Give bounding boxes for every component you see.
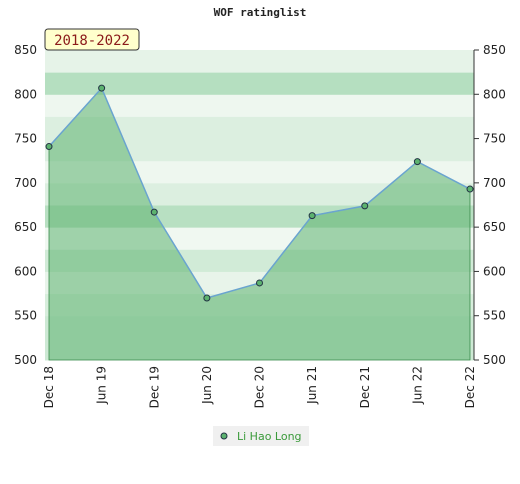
annotation-box xyxy=(44,28,140,51)
x-tick-label: Jun 20 xyxy=(200,366,214,405)
y2-tick-label: 850 xyxy=(483,43,506,57)
plot: 500 500 550 550 600 600 650 650 700 700 750 750 800 8… xyxy=(14,43,506,408)
point xyxy=(203,294,211,302)
y2-tick-label: 500 xyxy=(483,353,506,367)
y2-tick-label: 600 xyxy=(483,264,506,278)
y-tick-label: 800 xyxy=(14,87,37,101)
y2-tick-label: 650 xyxy=(483,220,506,234)
y2-tick-label: 750 xyxy=(483,132,506,146)
point xyxy=(256,279,263,287)
x-tick-label: Dec 21 xyxy=(358,366,372,408)
legend-marker xyxy=(220,432,228,440)
band xyxy=(45,94,474,117)
band xyxy=(45,138,474,162)
point xyxy=(150,208,158,216)
y-tick-label: 600 xyxy=(14,264,37,278)
y-tick-label: 550 xyxy=(14,309,37,323)
band xyxy=(45,50,474,73)
y-tick-label: 650 xyxy=(14,220,37,234)
x-tick-label: Dec 18 xyxy=(42,366,56,408)
y-tick-label: 500 xyxy=(14,353,37,367)
y2-tick-label: 550 xyxy=(483,309,506,323)
x-tick-label: Jun 21 xyxy=(305,366,319,405)
chart-title: WOF ratinglist xyxy=(214,6,307,19)
point xyxy=(98,84,106,92)
y-tick-label: 850 xyxy=(14,43,37,57)
x-tick-label: Dec 20 xyxy=(253,366,267,408)
y2-tick-label: 700 xyxy=(483,176,506,190)
y2-tick-label: 800 xyxy=(483,87,506,101)
point xyxy=(361,202,369,210)
point xyxy=(413,158,421,166)
y-tick-label: 700 xyxy=(14,176,37,190)
annotation: 2018-2022 xyxy=(54,33,130,49)
band xyxy=(45,72,474,95)
point xyxy=(308,212,316,220)
point xyxy=(466,185,474,193)
x-tick-label: Jun 22 xyxy=(410,366,424,405)
legend-box xyxy=(213,426,309,446)
point xyxy=(45,143,53,151)
band xyxy=(45,116,474,140)
y-tick-label: 750 xyxy=(14,132,37,146)
x-tick-label: Dec 22 xyxy=(463,366,477,408)
legend-label: Li Hao Long xyxy=(237,430,302,443)
band xyxy=(45,160,474,184)
x-tick-label: Dec 19 xyxy=(147,366,161,408)
band xyxy=(45,182,474,206)
x-tick-label: Jun 19 xyxy=(95,366,109,405)
